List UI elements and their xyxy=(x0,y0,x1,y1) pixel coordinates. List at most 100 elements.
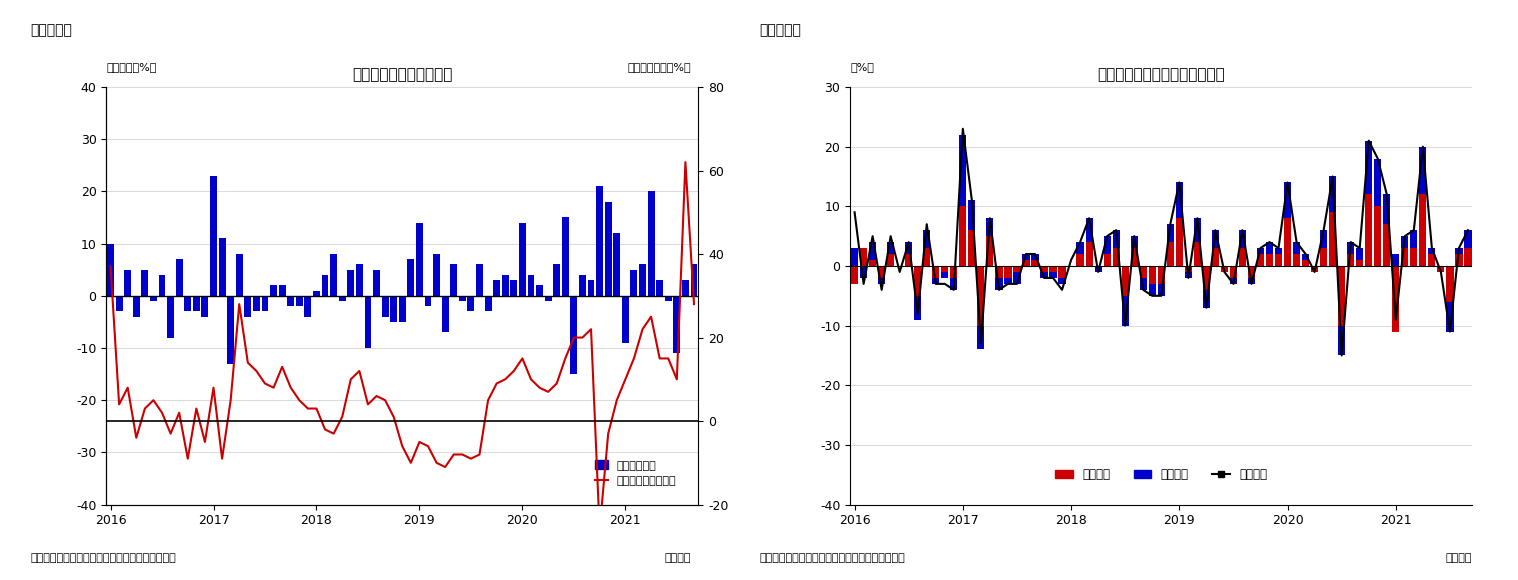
Bar xyxy=(1049,272,1057,278)
Bar xyxy=(150,296,156,301)
Bar xyxy=(364,296,372,348)
Bar xyxy=(1346,242,1354,254)
Bar xyxy=(1040,272,1047,278)
Bar xyxy=(1202,290,1210,308)
Bar xyxy=(968,200,976,230)
Bar xyxy=(1392,266,1400,332)
Bar xyxy=(1275,254,1283,266)
Bar xyxy=(1312,266,1318,272)
Bar xyxy=(1266,254,1274,266)
Bar xyxy=(1230,278,1237,284)
Bar xyxy=(1428,254,1436,266)
Bar xyxy=(407,259,414,296)
Bar xyxy=(1131,248,1138,266)
Bar xyxy=(1104,236,1111,254)
Bar xyxy=(978,325,985,350)
Bar xyxy=(852,248,858,266)
Bar xyxy=(1230,266,1237,278)
Bar xyxy=(1248,278,1255,284)
Bar xyxy=(587,280,595,296)
Bar xyxy=(1383,224,1390,266)
Bar xyxy=(1022,254,1029,260)
Bar xyxy=(1193,218,1201,242)
Bar xyxy=(1122,296,1129,325)
Bar xyxy=(905,242,912,254)
Bar xyxy=(1031,254,1038,260)
Bar xyxy=(502,275,509,296)
Bar xyxy=(597,186,603,296)
Bar xyxy=(923,230,931,248)
Bar xyxy=(1049,266,1057,272)
Bar xyxy=(1022,260,1029,266)
Bar xyxy=(861,248,867,266)
Bar xyxy=(219,238,226,296)
住宅着工 xyxy=(1324,173,1342,180)
Bar xyxy=(978,266,985,325)
住宅着工 xyxy=(1333,352,1351,359)
Bar xyxy=(941,272,949,278)
Bar xyxy=(1113,230,1120,248)
Bar xyxy=(1419,147,1427,194)
Bar xyxy=(959,135,967,206)
Legend: 季調済前月比, 前年同月比（右軸）: 季調済前月比, 前年同月比（右軸） xyxy=(591,456,682,491)
Bar xyxy=(1076,254,1084,266)
Bar xyxy=(1167,242,1173,266)
Text: （資料）センサス局よりニッセイ基礎研究所作成: （資料）センサス局よりニッセイ基礎研究所作成 xyxy=(30,553,176,563)
住宅着工 xyxy=(846,209,864,216)
Bar xyxy=(1176,218,1183,266)
Bar xyxy=(571,296,577,374)
Bar xyxy=(1428,248,1436,254)
Bar xyxy=(613,233,621,296)
Bar xyxy=(1356,260,1363,266)
Text: （%）: （%） xyxy=(850,63,874,72)
Bar xyxy=(1321,248,1327,266)
Bar xyxy=(1275,248,1283,254)
Bar xyxy=(622,296,628,343)
Bar xyxy=(1176,183,1183,218)
Bar xyxy=(167,296,175,338)
Bar xyxy=(656,280,663,296)
住宅着工 xyxy=(891,269,909,276)
Bar xyxy=(1383,194,1390,224)
Text: （月次）: （月次） xyxy=(665,553,691,563)
Bar xyxy=(1184,272,1192,278)
Bar xyxy=(941,266,949,272)
Bar xyxy=(433,254,440,296)
Bar xyxy=(331,254,337,296)
Bar xyxy=(254,296,260,311)
Bar xyxy=(1465,230,1471,248)
Bar xyxy=(141,270,149,296)
Bar xyxy=(1005,266,1011,278)
Bar xyxy=(1140,266,1146,278)
住宅着工 xyxy=(1207,227,1225,234)
Bar xyxy=(861,266,867,278)
Bar xyxy=(519,223,525,296)
住宅着工 xyxy=(1459,227,1477,234)
Bar xyxy=(158,275,165,296)
Bar xyxy=(209,176,217,296)
Bar xyxy=(639,264,647,296)
Bar xyxy=(905,254,912,266)
Bar xyxy=(604,202,612,296)
Bar xyxy=(959,206,967,266)
Bar xyxy=(887,254,894,266)
Bar xyxy=(1220,266,1228,272)
Bar xyxy=(950,278,958,290)
Bar xyxy=(493,280,499,296)
Bar xyxy=(1302,254,1309,260)
Bar xyxy=(1131,236,1138,248)
Bar xyxy=(1410,230,1418,248)
Bar xyxy=(1202,266,1210,290)
Bar xyxy=(477,264,483,296)
Text: （月次）: （月次） xyxy=(1447,553,1472,563)
Line: 住宅着工: 住宅着工 xyxy=(855,129,1468,356)
Bar xyxy=(887,242,894,254)
Bar xyxy=(399,296,405,322)
Bar xyxy=(996,278,1002,290)
Bar xyxy=(987,236,993,266)
Bar xyxy=(1184,266,1192,272)
Bar xyxy=(1257,248,1264,254)
Bar xyxy=(528,275,534,296)
Bar xyxy=(1447,266,1454,302)
Bar xyxy=(691,264,697,296)
